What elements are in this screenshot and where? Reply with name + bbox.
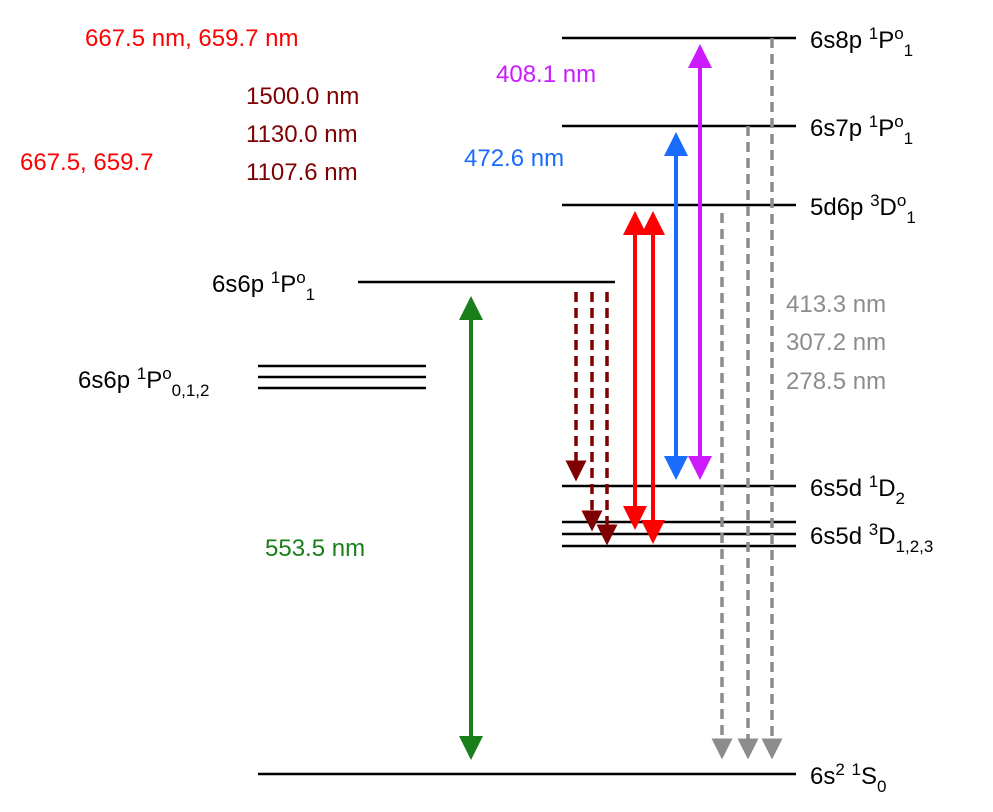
label-5d6p: 5d6p 3Do1 bbox=[810, 191, 916, 227]
label-6s8p: 6s8p 1Po1 bbox=[810, 24, 913, 60]
wavelength-green: 553.5 nm bbox=[265, 535, 365, 562]
wavelength-gray-1: 413.3 nm bbox=[786, 291, 886, 318]
wavelength-dark-red-1: 1500.0 nm bbox=[246, 83, 359, 110]
wavelength-gray-3: 278.5 nm bbox=[786, 368, 886, 395]
label-6s6p-triplet: 6s6p 1Po0,1,2 bbox=[78, 364, 209, 400]
wavelength-blue: 472.6 nm bbox=[464, 145, 564, 172]
label-6s7p: 6s7p 1Po1 bbox=[810, 112, 913, 148]
label-6s5d-1D2: 6s5d 1D2 bbox=[810, 472, 905, 508]
wavelength-gray-2: 307.2 nm bbox=[786, 329, 886, 356]
wavelength-dark-red-2: 1130.0 nm bbox=[246, 121, 358, 148]
wavelength-red-left: 667.5, 659.7 bbox=[20, 149, 153, 176]
wavelength-dark-red-3: 1107.6 nm bbox=[246, 159, 358, 186]
wavelength-red-top: 667.5 nm, 659.7 nm bbox=[85, 25, 298, 52]
label-6s5d-3D: 6s5d 3D1,2,3 bbox=[810, 520, 933, 556]
wavelength-magenta: 408.1 nm bbox=[496, 61, 596, 88]
label-6s6p-1P1: 6s6p 1Po1 bbox=[212, 268, 315, 304]
label-ground: 6s2 1S0 bbox=[810, 760, 886, 796]
